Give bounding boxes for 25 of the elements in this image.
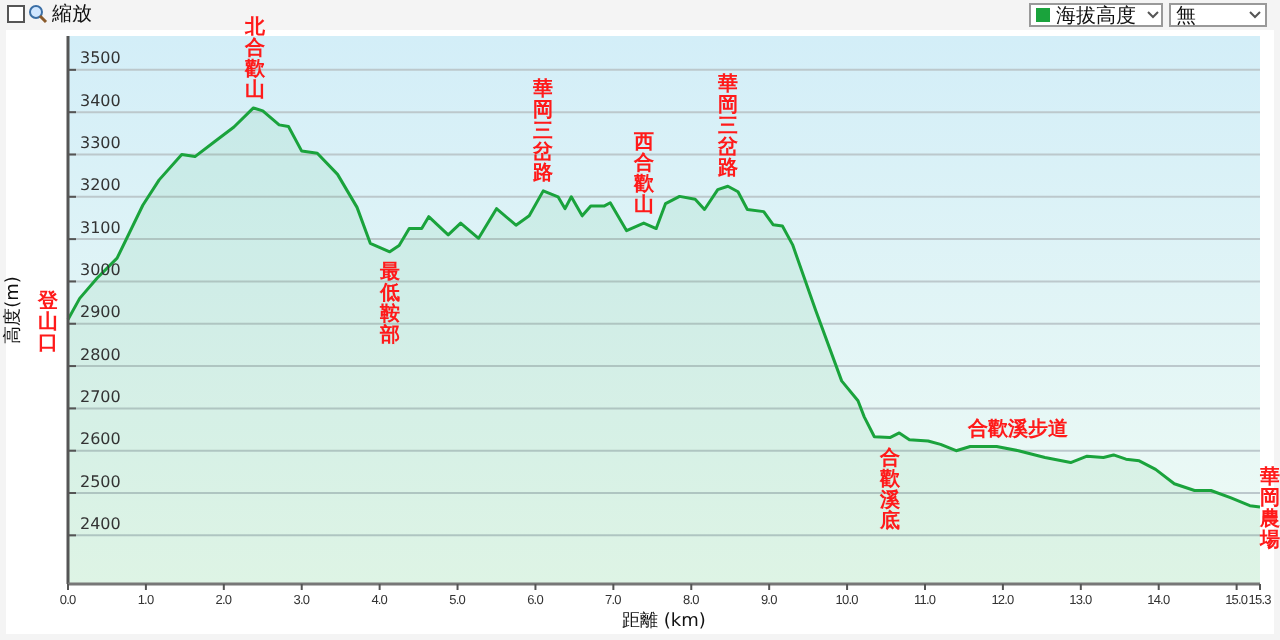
- y-tick-label: 2500: [80, 472, 121, 491]
- x-axis-title: 距離 (km): [622, 610, 706, 632]
- annotation: 華岡三岔路: [531, 76, 556, 185]
- text: 縮放: [50, 2, 92, 26]
- y-tick-label: 3500: [80, 49, 121, 68]
- y-tick-label: 2700: [80, 387, 121, 406]
- annotation: 合歡溪底: [877, 445, 902, 533]
- text: 無: [1176, 4, 1196, 28]
- y-tick-label: 3400: [80, 91, 121, 110]
- y-tick-label: 2600: [80, 430, 121, 449]
- annotation: 華岡農場: [1258, 465, 1280, 553]
- annotation: 合歡溪步道: [966, 416, 1071, 441]
- y-tick-label: 3300: [80, 134, 121, 153]
- annotation: 最低鞍部: [377, 259, 400, 347]
- y-tick-label: 3200: [80, 176, 121, 195]
- annotation: 西合歡山: [631, 132, 656, 218]
- y-axis-title: 高度(m): [2, 276, 24, 344]
- y-tick-label: 2800: [80, 345, 121, 364]
- legend-label: 海拔高度: [1056, 4, 1136, 28]
- annotation: 北合歡山: [242, 14, 267, 102]
- y-tick-label: 2900: [80, 303, 121, 322]
- annotation: 華岡三岔路: [715, 72, 740, 181]
- y-tick-label: 3100: [80, 218, 121, 237]
- y-tick-label: 2400: [80, 514, 121, 533]
- annotation: 登山口: [36, 288, 60, 355]
